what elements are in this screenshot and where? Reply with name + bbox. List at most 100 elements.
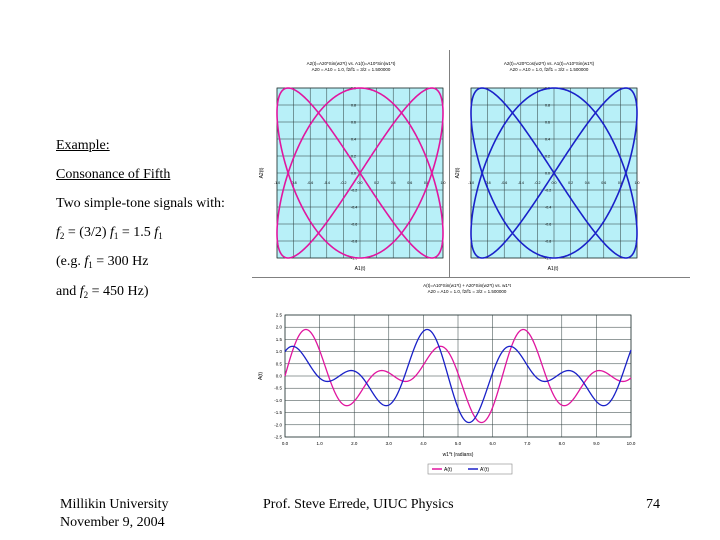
y-tick-label: 0.5: [276, 361, 283, 366]
y-tick-label: 2.5: [276, 313, 283, 318]
x-tick-label: 6.0: [489, 441, 496, 446]
y-tick-label: -1.0: [545, 257, 551, 261]
x-tick-label: 0.8: [618, 181, 623, 185]
y-tick-label: -0.8: [545, 240, 551, 244]
y-tick-label: 1.0: [276, 349, 283, 354]
x-tick-label: 0.6: [601, 181, 606, 185]
waveform-chart: A(t)=A10*Sin(w1*t) + A20*Sin(w2*t) vs. w…: [258, 283, 636, 475]
x-tick-label: -0.6: [307, 181, 313, 185]
x-tick-label: 0.0: [358, 181, 363, 185]
y-tick-label: 2.0: [276, 325, 283, 330]
x-tick-label: -0.4: [324, 181, 330, 185]
x-tick-label: -0.8: [290, 181, 296, 185]
frequency-equation: f2 = (3/2) f1 = 1.5 f1: [56, 225, 163, 241]
y-tick-label: -0.4: [545, 206, 551, 210]
y-tick-label: 0.6: [545, 121, 550, 125]
x-axis-label: w1*t (radians): [443, 452, 474, 458]
y-tick-label: -2.5: [274, 435, 282, 440]
x-tick-label: 4.0: [420, 441, 427, 446]
page-number: 74: [646, 497, 660, 512]
x-tick-label: 1.0: [441, 181, 446, 185]
lissajous-sin-chart: A2(t)=A20*Sin(w2*t) vs. A1(t)=A10*Sin(w1…: [259, 61, 446, 272]
x-tick-label: 0.4: [585, 181, 590, 185]
x-axis-label: A1(t): [548, 266, 559, 272]
x-tick-label: 8.0: [559, 441, 566, 446]
example-label: Example:: [56, 138, 110, 153]
example-f2: and f2 = 450 Hz): [56, 284, 149, 300]
footer-date: November 9, 2004: [60, 515, 165, 530]
x-tick-label: 0.6: [407, 181, 412, 185]
y-tick-label: 1.5: [276, 337, 283, 342]
x-tick-label: -1.0: [468, 181, 474, 185]
slide-subtitle: Consonance of Fifth: [56, 167, 171, 182]
footer-left: Millikin University November 9, 2004: [60, 496, 169, 532]
x-tick-label: 1.0: [316, 441, 323, 446]
figure-horizontal-divider: [252, 277, 690, 278]
x-tick-label: -0.4: [518, 181, 524, 185]
x-tick-label: 10.0: [627, 441, 636, 446]
chart-subtitle: A20 = A10 = 1.0, f2/f1 = 3/2 = 1.500000: [312, 67, 391, 72]
y-tick-label: -0.6: [545, 223, 551, 227]
y-tick-label: 0.4: [351, 138, 356, 142]
legend-label-a: A(t): [444, 467, 452, 473]
y-tick-label: -2.0: [274, 422, 282, 427]
y-tick-label: 0.4: [545, 138, 550, 142]
y-tick-label: 0.0: [276, 374, 283, 379]
x-tick-label: 9.0: [593, 441, 600, 446]
y-tick-label: -0.4: [351, 206, 357, 210]
y-tick-label: -0.5: [274, 386, 282, 391]
y-tick-label: 0.0: [545, 172, 550, 176]
y-tick-label: -1.5: [274, 410, 282, 415]
x-tick-label: 3.0: [386, 441, 393, 446]
description-line: Two simple-tone signals with:: [56, 196, 225, 211]
x-axis-label: A1(t): [355, 266, 366, 272]
y-tick-label: -0.8: [351, 240, 357, 244]
tick-labels: 0.0 1.0 2.0 3.0 4.0 5.0 6.0 7.0 8.0 9.0 10.0 2.5 2.0…: [274, 313, 636, 447]
y-tick-label: 0.0: [351, 172, 356, 176]
x-tick-label: 7.0: [524, 441, 531, 446]
y-tick-label: 0.2: [351, 155, 356, 159]
x-tick-label: 0.0: [552, 181, 557, 185]
chart-subtitle: A20 = A10 = 1.0, f2/f1 = 3/2 = 1.500000: [510, 67, 589, 72]
y-axis-label: A(t): [258, 372, 264, 380]
legend-label-a-prime: A'(t): [480, 467, 489, 473]
x-tick-label: 0.2: [568, 181, 573, 185]
x-tick-label: -0.8: [484, 181, 490, 185]
y-tick-label: -1.0: [351, 257, 357, 261]
y-tick-label: 0.8: [351, 104, 356, 108]
chart-title: A2(t)=A20*Sin(w2*t) vs. A1(t)=A10*Sin(w1…: [307, 61, 396, 66]
y-tick-label: -1.0: [274, 398, 282, 403]
x-tick-label: -0.6: [501, 181, 507, 185]
x-tick-label: 0.0: [282, 441, 289, 446]
chart-title: A(t)=A10*Sin(w1*t) + A20*Sin(w2*t) vs. w…: [423, 283, 512, 288]
x-tick-label: 0.2: [374, 181, 379, 185]
y-tick-label: 0.6: [351, 121, 356, 125]
chart-subtitle: A20 = A10 = 1.0, f2/f1 = 3/2 = 1.500000: [428, 289, 507, 294]
y-tick-label: 0.8: [545, 104, 550, 108]
y-tick-label: -0.2: [351, 189, 357, 193]
x-tick-label: 0.8: [424, 181, 429, 185]
footer-university: Millikin University: [60, 497, 169, 512]
series-line-a: [284, 328, 632, 424]
series-line: [276, 87, 444, 259]
chart-title: A2(t)=A20*Cos(w2*t) vs. A1(t)=A10*Sin(w1…: [504, 61, 595, 66]
x-tick-label: 5.0: [455, 441, 462, 446]
legend: A(t) A'(t): [427, 463, 513, 475]
x-tick-label: -1.0: [274, 181, 280, 185]
y-tick-label: -0.6: [351, 223, 357, 227]
series-line-a-prime: [284, 328, 632, 424]
series-line: [470, 87, 638, 259]
x-tick-label: 2.0: [351, 441, 358, 446]
y-axis-label: A2(t): [455, 167, 461, 178]
x-tick-label: 1.0: [635, 181, 640, 185]
y-tick-label: 0.2: [545, 155, 550, 159]
example-f1: (e.g. f1 = 300 Hz: [56, 254, 149, 270]
x-tick-label: -0.2: [534, 181, 540, 185]
x-tick-label: -0.2: [340, 181, 346, 185]
y-tick-label: -0.2: [545, 189, 551, 193]
lissajous-cos-chart: A2(t)=A20*Cos(w2*t) vs. A1(t)=A10*Sin(w1…: [455, 61, 640, 272]
grid: [284, 314, 632, 438]
footer-author: Prof. Steve Errede, UIUC Physics: [263, 497, 454, 512]
y-axis-label: A2(t): [259, 167, 265, 178]
figure-vertical-divider: [449, 50, 450, 278]
